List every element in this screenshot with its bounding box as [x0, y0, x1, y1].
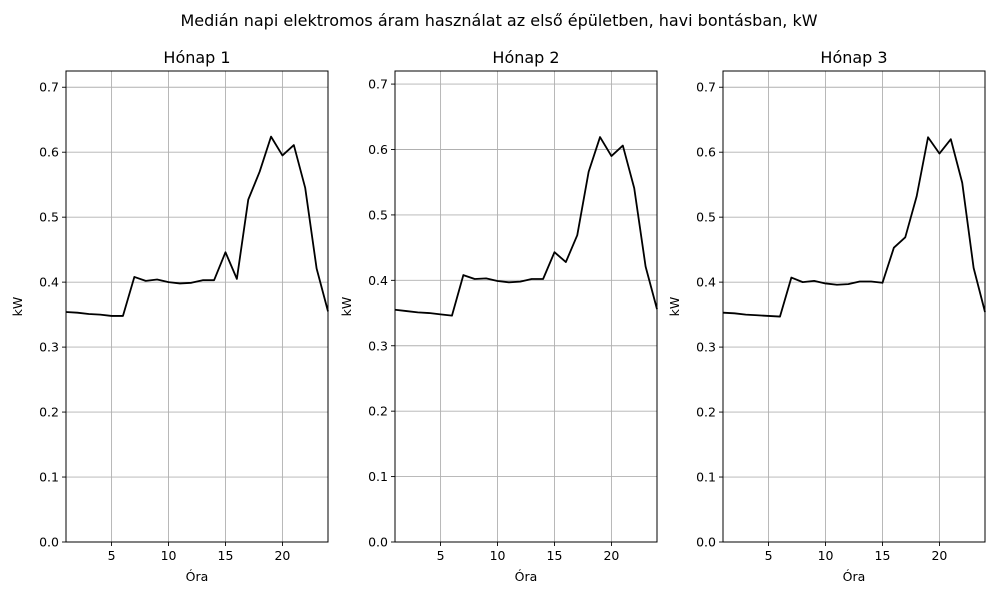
subplot-title: Hónap 1	[163, 48, 230, 67]
y-tick-label: 0.3	[368, 338, 388, 353]
subplot-3: 5 10 15 20 0.0 0.1 0.2 0.3 0.4 0.5 0.6 0.7 Hónap 3 Ór…	[667, 48, 985, 584]
y-tick-label: 0.1	[368, 469, 388, 484]
series-line	[66, 137, 328, 316]
series-line	[723, 137, 985, 316]
plot-frame	[66, 71, 328, 542]
x-tick-label: 15	[547, 548, 563, 563]
y-tick-label: 0.3	[696, 340, 716, 355]
y-tick-label: 0.2	[368, 404, 388, 419]
y-tick-label: 0.4	[368, 273, 388, 288]
y-tick-label: 0.5	[368, 207, 388, 222]
y-tick-label: 0.7	[696, 80, 716, 95]
plot-frame	[395, 71, 657, 542]
x-tick-label: 5	[765, 548, 773, 563]
y-tick-label: 0.2	[696, 405, 716, 420]
y-tick-label: 0.0	[696, 535, 716, 550]
x-tick-label: 20	[274, 548, 290, 563]
x-tick-label: 20	[603, 548, 619, 563]
y-tick-label: 0.7	[368, 77, 388, 92]
series-line	[395, 137, 657, 316]
figure-title: Medián napi elektromos áram használat az…	[180, 11, 817, 30]
y-tick-label: 0.6	[696, 145, 716, 160]
x-tick-label: 15	[218, 548, 234, 563]
y-tick-label: 0.5	[696, 210, 716, 225]
y-axis-label: kW	[667, 297, 682, 317]
subplot-2: 5 10 15 20 0.0 0.1 0.2 0.3 0.4 0.5 0.6 0.7 Hónap 2 Ór…	[339, 48, 657, 584]
y-tick-label: 0.1	[39, 470, 59, 485]
y-tick-label: 0.7	[39, 80, 59, 95]
x-tick-label: 20	[931, 548, 947, 563]
x-axis-label: Óra	[843, 569, 866, 584]
subplot-1: 5 10 15 20 0.0 0.1 0.2 0.3 0.4 0.5 0.6 0.7 Hónap 1 Ór…	[10, 48, 328, 584]
y-axis-label: kW	[339, 297, 354, 317]
x-tick-label: 10	[161, 548, 177, 563]
subplot-title: Hónap 2	[492, 48, 559, 67]
x-tick-label: 10	[490, 548, 506, 563]
x-tick-label: 15	[875, 548, 891, 563]
x-axis-label: Óra	[186, 569, 209, 584]
y-tick-label: 0.2	[39, 405, 59, 420]
y-axis-label: kW	[10, 297, 25, 317]
plot-frame	[723, 71, 985, 542]
y-tick-label: 0.0	[368, 535, 388, 550]
x-axis-label: Óra	[515, 569, 538, 584]
y-tick-label: 0.6	[368, 142, 388, 157]
x-tick-label: 5	[437, 548, 445, 563]
y-tick-label: 0.3	[39, 340, 59, 355]
y-tick-label: 0.6	[39, 145, 59, 160]
y-tick-label: 0.0	[39, 535, 59, 550]
y-tick-label: 0.1	[696, 470, 716, 485]
y-tick-label: 0.4	[696, 275, 716, 290]
subplot-title: Hónap 3	[820, 48, 887, 67]
y-tick-label: 0.4	[39, 275, 59, 290]
y-tick-label: 0.5	[39, 210, 59, 225]
x-tick-label: 10	[818, 548, 834, 563]
x-tick-label: 5	[108, 548, 116, 563]
